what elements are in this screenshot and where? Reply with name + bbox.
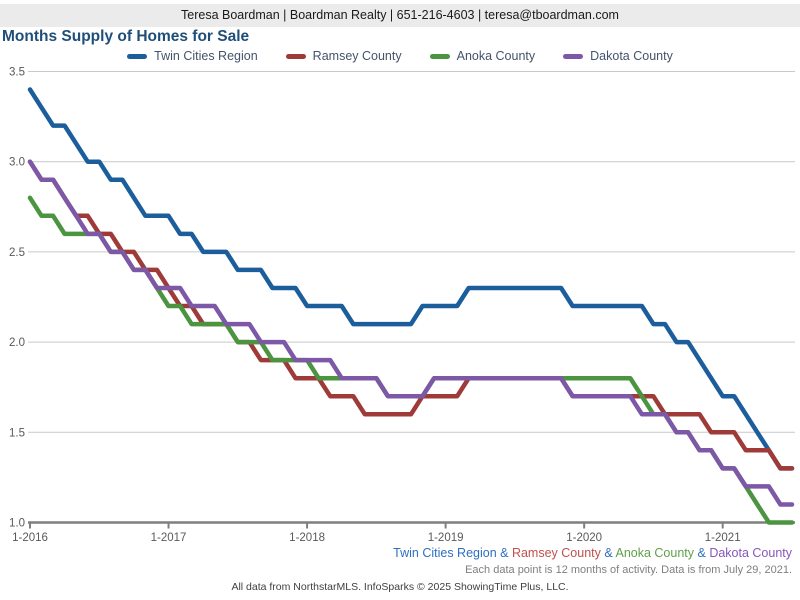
series-note-part: Dakota County [709,546,792,560]
x-axis-label: 1-2020 [566,532,602,544]
x-axis-label: 1-2016 [12,532,48,544]
chart-legend: Twin Cities Region Ramsey County Anoka Cou… [0,46,800,66]
series-note-part: & [694,546,710,560]
series-note-part: Anoka County [615,546,695,560]
legend-item-ramsey-county: Ramsey County [285,49,402,63]
legend-label: Anoka County [456,49,536,63]
y-axis-label: 3.0 [9,157,25,169]
legend-label: Dakota County [590,49,673,63]
legend-item-twin-cities-region: Twin Cities Region [127,49,258,63]
y-axis-label: 1.0 [9,518,25,530]
series-note-part: Twin Cities Region [393,546,497,560]
series-note-part: & [496,546,512,560]
legend-label: Ramsey County [312,49,402,63]
x-axis-label: 1-2017 [151,532,187,544]
series-line-ramsey-county [27,159,795,471]
legend-swatch-icon [563,53,584,59]
y-axis-label: 2.0 [9,337,25,349]
series-note-part: Ramsey County [511,546,601,560]
series-line-dakota-county [27,159,795,507]
header-band: Teresa Boardman | Boardman Realty | 651-… [0,4,800,27]
legend-swatch-icon [127,53,148,59]
legend-label: Twin Cities Region [154,49,258,63]
series-line-anoka-county [27,195,795,525]
x-axis-label: 1-2021 [705,532,741,544]
series-note: Twin Cities Region & Ramsey County & Ano… [393,546,792,560]
attribution-text: All data from NorthstarMLS. InfoSparks ©… [231,581,569,593]
legend-swatch-icon [285,53,306,59]
legend-item-anoka-county: Anoka County [429,49,536,63]
y-axis-label: 2.5 [9,247,25,259]
series-line-twin-cities-region [27,87,795,471]
x-axis-label: 1-2019 [428,532,464,544]
data-note: Each data point is 12 months of activity… [465,564,792,576]
y-axis-label: 1.5 [9,427,25,439]
header-contact-text: Teresa Boardman | Boardman Realty | 651-… [181,8,619,22]
y-axis-label: 3.5 [9,67,25,79]
x-axis-label: 1-2018 [289,532,325,544]
page-title: Months Supply of Homes for Sale [2,28,250,45]
legend-item-dakota-county: Dakota County [563,49,673,63]
series-note-part: & [600,546,616,560]
legend-swatch-icon [429,53,450,59]
